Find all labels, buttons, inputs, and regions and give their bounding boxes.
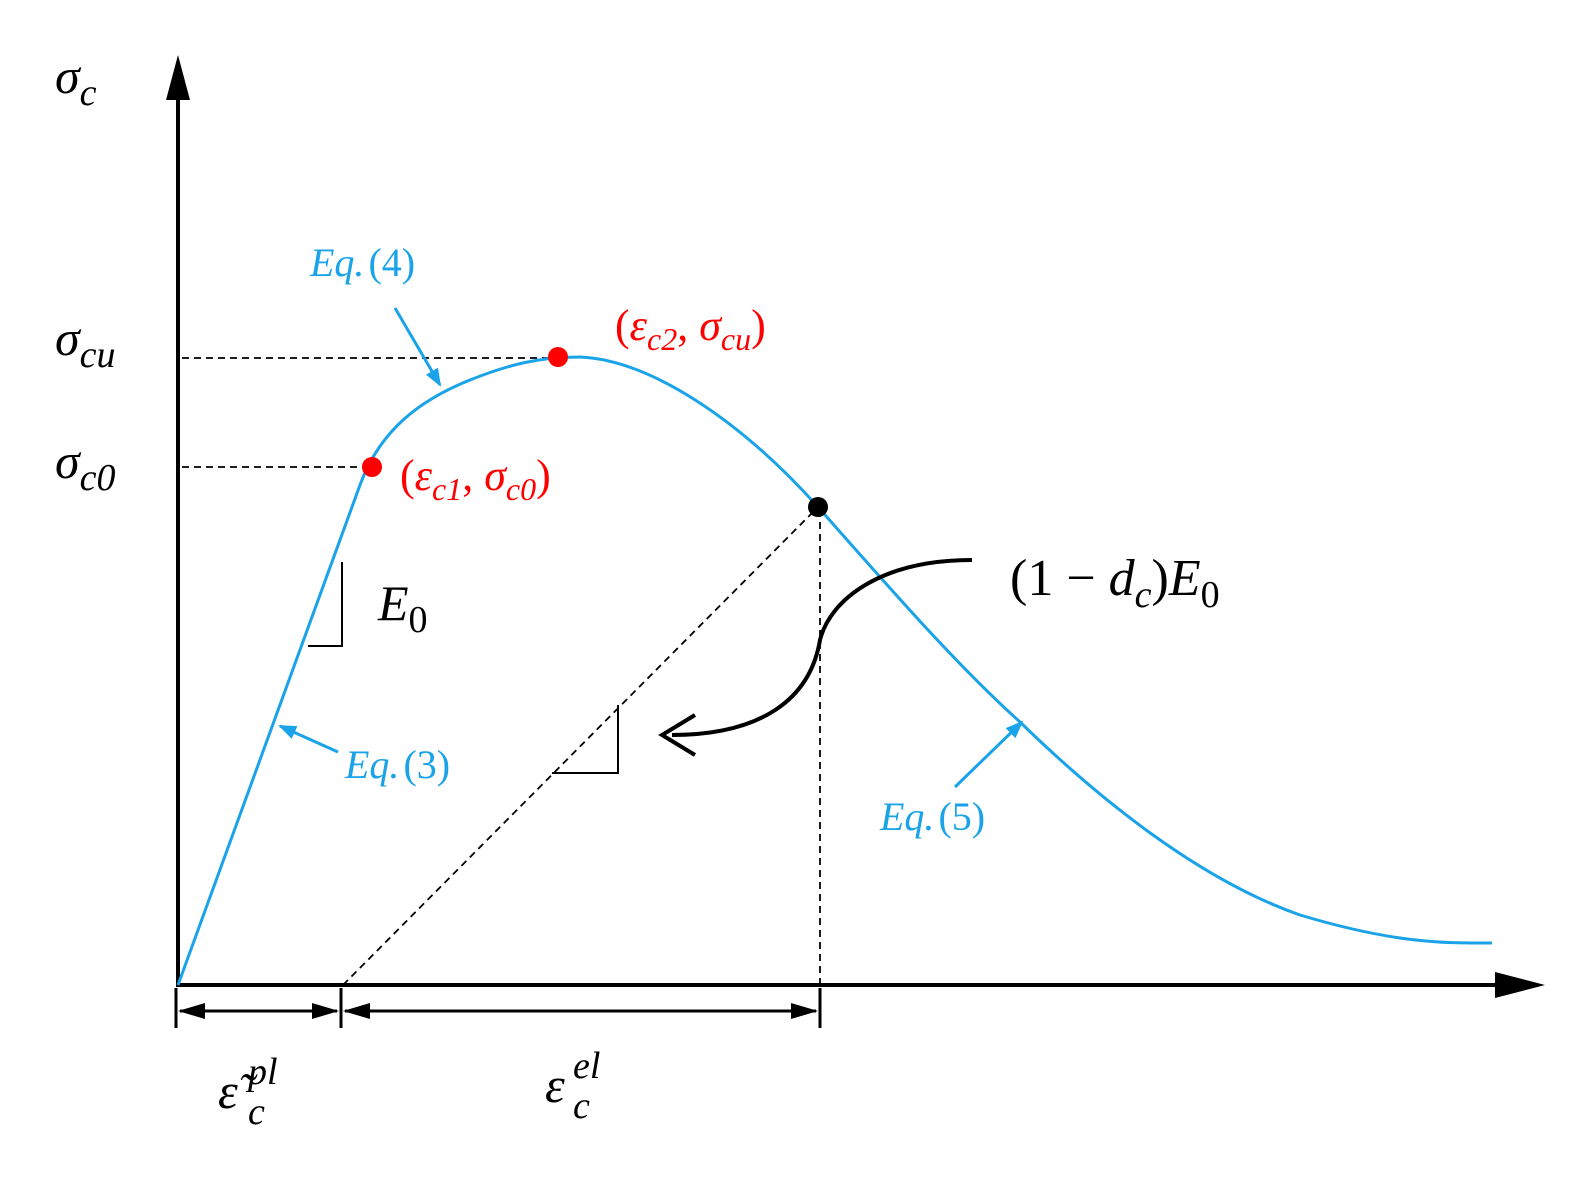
peak-level-label: σcu — [55, 310, 116, 376]
eq3-arrow — [278, 724, 339, 754]
unload-point — [808, 497, 828, 517]
eq4-arrow — [393, 307, 442, 387]
y-arrow — [166, 55, 190, 100]
elastic-strain-sup: el — [573, 1045, 600, 1087]
yield-level-label: σc0 — [55, 433, 116, 499]
eq4-label: Eq. (4) — [309, 240, 415, 285]
stress-strain-curve — [176, 355, 1493, 986]
dimensions — [174, 988, 822, 1028]
damaged-modulus-label: (1 − dc)E0 — [1010, 550, 1220, 616]
damage-arrow — [671, 558, 973, 737]
yield-point — [362, 457, 382, 477]
peak-point — [548, 347, 568, 367]
y-axis-label: σc — [55, 48, 97, 114]
guides — [182, 357, 821, 1028]
elastic-strain-sub: c — [573, 1085, 590, 1127]
slope-triangle — [552, 705, 619, 774]
slope-triangle — [308, 562, 343, 647]
eq5-arrow — [953, 720, 1024, 789]
unloading-line — [342, 506, 819, 986]
eq3-label: Eq. (3) — [344, 742, 450, 787]
peak-point-label: (εc2, σcu) — [615, 301, 766, 357]
plastic-strain-sup: pl — [245, 1051, 278, 1093]
axes — [166, 55, 1545, 998]
modulus-label: E0 — [377, 575, 428, 641]
plastic-strain-sub: c — [248, 1091, 265, 1133]
damage-arrowhead — [658, 713, 697, 757]
eq5-label: Eq. (5) — [879, 794, 985, 839]
x-arrow — [1495, 972, 1545, 998]
elastic-strain-symbol: ε — [545, 1057, 565, 1113]
yield-point-label: (εc1, σc0) — [400, 451, 551, 507]
